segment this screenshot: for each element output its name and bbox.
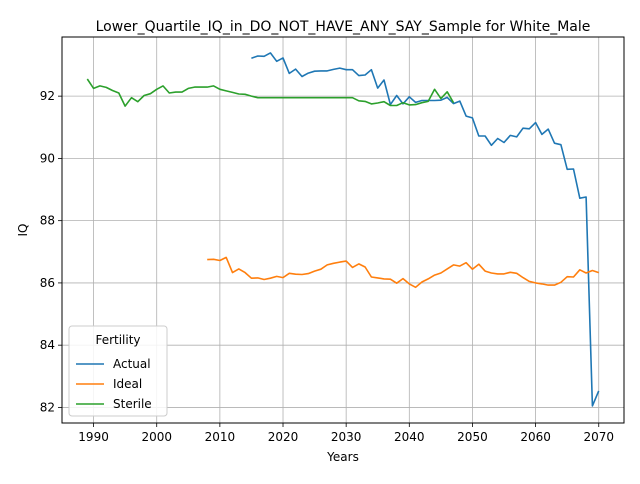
y-tick-label: 92 [40, 89, 55, 103]
y-tick-label: 86 [40, 276, 55, 290]
x-tick-label: 2020 [268, 430, 299, 444]
x-tick-label: 2070 [583, 430, 614, 444]
legend-title: Fertility [95, 333, 140, 347]
legend-label-actual: Actual [113, 357, 151, 371]
legend: Fertility Actual Ideal Sterile [68, 325, 168, 417]
x-tick-label: 2060 [520, 430, 551, 444]
legend-label-ideal: Ideal [113, 377, 142, 391]
chart-title: Lower_Quartile_IQ_in_DO_NOT_HAVE_ANY_SAY… [96, 19, 591, 35]
y-tick-label: 84 [40, 338, 55, 352]
legend-label-sterile: Sterile [113, 397, 152, 411]
x-tick-label: 2010 [205, 430, 236, 444]
series-line-sterile [86, 78, 455, 107]
y-axis-label: IQ [16, 224, 30, 237]
axis-ticks: 1990 2000 2010 2020 2030 2040 2050 2060 2070 82 84… [40, 89, 614, 444]
legend-entries: Actual Ideal Sterile [76, 357, 152, 411]
x-axis-label: Years [326, 450, 359, 464]
series-lines [86, 52, 600, 407]
x-tick-label: 2040 [394, 430, 425, 444]
series-line-actual [251, 52, 600, 407]
series-line-ideal [207, 256, 599, 289]
x-tick-label: 2050 [457, 430, 488, 444]
x-tick-label: 2030 [331, 430, 362, 444]
plot-frame [61, 36, 625, 424]
x-tick-label: 1990 [78, 430, 109, 444]
y-tick-label: 88 [40, 214, 55, 228]
y-tick-label: 82 [40, 400, 55, 414]
x-tick-label: 2000 [141, 430, 172, 444]
grid-lines [62, 37, 624, 423]
y-tick-label: 90 [40, 151, 55, 165]
legend-box [68, 325, 168, 417]
